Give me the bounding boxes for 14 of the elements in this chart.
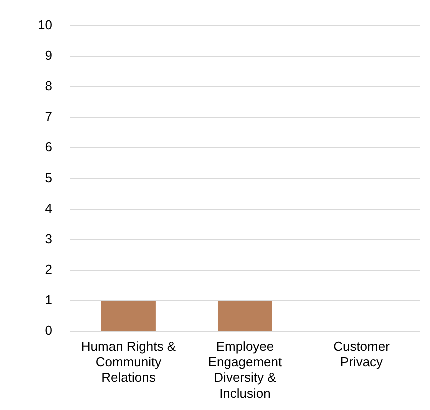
y-tick-label: 2 bbox=[45, 262, 52, 278]
y-tick-label: 10 bbox=[38, 17, 52, 32]
x-tick-label: Customer Privacy bbox=[334, 338, 391, 370]
x-tick-label: Employee Engagement Diversity & Inclusion bbox=[208, 338, 282, 401]
y-tick-label: 4 bbox=[45, 200, 52, 216]
y-tick-label: 9 bbox=[45, 48, 52, 63]
y-tick-label: 1 bbox=[45, 292, 52, 308]
y-tick-label: 7 bbox=[45, 109, 52, 124]
x-tick-label: Human Rights & Community Relations bbox=[81, 338, 176, 386]
y-tick-label: 6 bbox=[45, 140, 52, 155]
y-tick-label: 0 bbox=[45, 323, 52, 338]
y-tick-label: 8 bbox=[45, 78, 52, 94]
y-tick-label: 5 bbox=[45, 170, 52, 186]
y-tick-label: 3 bbox=[45, 231, 52, 246]
